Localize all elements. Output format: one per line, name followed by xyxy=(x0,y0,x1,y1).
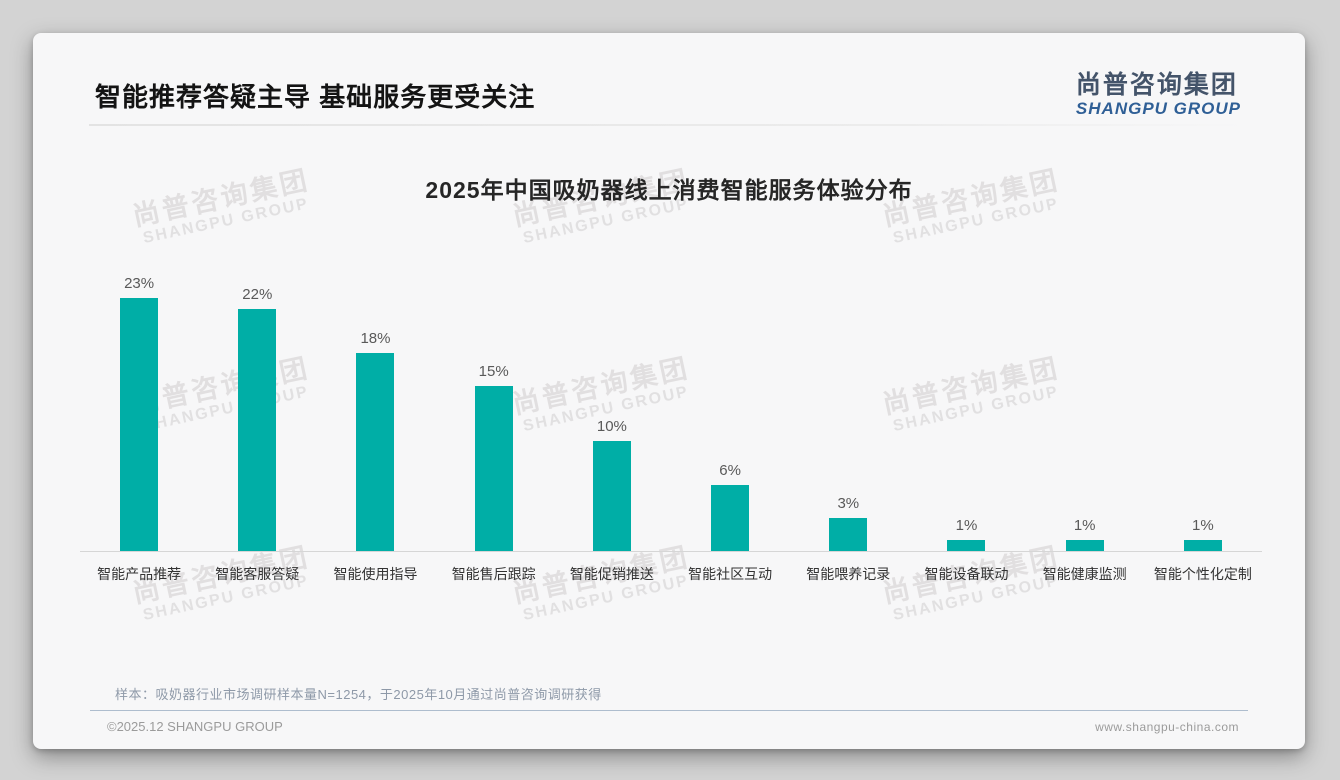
bar-column: 10% 智能促销推送 xyxy=(553,263,671,582)
bar-value-label: 6% xyxy=(719,462,741,479)
bar xyxy=(829,518,868,551)
bar-value-label: 3% xyxy=(837,495,860,512)
bar-category-label: 智能健康监测 xyxy=(1042,566,1127,582)
bar-column: 1% 智能健康监测 xyxy=(1026,263,1144,582)
bar-category-label: 智能社区互动 xyxy=(688,566,773,582)
bar-value-label: 1% xyxy=(1192,517,1214,534)
bar-value-label: 15% xyxy=(478,363,509,380)
footer-website: www.shangpu-china.com xyxy=(1095,720,1239,734)
bar-value-label: 23% xyxy=(124,275,155,292)
bar-column: 6% 智能社区互动 xyxy=(671,263,789,582)
bar-column: 18% 智能使用指导 xyxy=(316,263,434,582)
header-divider xyxy=(89,124,1247,126)
logo-chinese-text: 尚普咨询集团 xyxy=(1075,71,1238,99)
watermark: 尚普咨询集团 SHANGPU GROUP xyxy=(130,542,316,626)
bar xyxy=(947,540,986,551)
bar xyxy=(474,386,513,551)
bar-value-label: 22% xyxy=(242,286,273,303)
bar-column: 1% 智能个性化定制 xyxy=(1144,263,1262,582)
company-logo: 尚普咨询集团 SHANGPU GROUP xyxy=(1076,71,1241,119)
sample-note: 样本：吸奶器行业市场调研样本量N=1254，于2025年10月通过尚普咨询调研获… xyxy=(115,687,602,702)
bar-value-label: 10% xyxy=(596,418,627,435)
bar xyxy=(356,353,395,551)
watermark: 尚普咨询集团 SHANGPU GROUP xyxy=(510,542,696,626)
bar xyxy=(120,298,159,551)
bar xyxy=(238,309,277,551)
bar-value-label: 18% xyxy=(360,330,391,347)
report-card: 智能推荐答疑主导 基础服务更受关注 尚普咨询集团 SHANGPU GROUP 尚… xyxy=(33,33,1305,749)
footer-divider xyxy=(90,710,1248,711)
logo-english-text: SHANGPU GROUP xyxy=(1075,99,1241,118)
bar xyxy=(711,485,750,551)
watermark: 尚普咨询集团 SHANGPU GROUP xyxy=(880,542,1066,626)
bar xyxy=(1183,540,1222,551)
page-title: 智能推荐答疑主导 基础服务更受关注 xyxy=(95,82,536,112)
bar-category-label: 智能个性化定制 xyxy=(1153,566,1252,582)
bar-category-label: 智能使用指导 xyxy=(333,566,418,582)
bar-column: 22% 智能客服答疑 xyxy=(198,263,316,582)
bar-category-label: 智能售后跟踪 xyxy=(451,566,536,582)
bar-column: 1% 智能设备联动 xyxy=(907,263,1025,582)
chart-title: 2025年中国吸奶器线上消费智能服务体验分布 xyxy=(425,177,913,203)
bar-category-label: 智能客服答疑 xyxy=(215,566,300,582)
bar-category-label: 智能促销推送 xyxy=(569,566,654,582)
bar xyxy=(592,441,631,551)
footer-copyright: ©2025.12 SHANGPU GROUP xyxy=(107,719,283,734)
bar-column: 23% 智能产品推荐 xyxy=(80,263,198,582)
bar-value-label: 1% xyxy=(1073,517,1096,534)
bar-column: 15% 智能售后跟踪 xyxy=(435,263,553,582)
x-axis-line xyxy=(80,551,1262,552)
bar-chart: 23% 智能产品推荐 22% 智能客服答疑 18% 智能使用指导 15% 智能售后跟踪 10% 智… xyxy=(80,263,1262,582)
bar-category-label: 智能喂养记录 xyxy=(806,566,891,582)
bar-value-label: 1% xyxy=(955,517,978,534)
bar-column: 3% 智能喂养记录 xyxy=(789,263,907,582)
bar-category-label: 智能产品推荐 xyxy=(97,566,182,582)
bar-category-label: 智能设备联动 xyxy=(924,566,1009,582)
bar xyxy=(1065,540,1104,551)
